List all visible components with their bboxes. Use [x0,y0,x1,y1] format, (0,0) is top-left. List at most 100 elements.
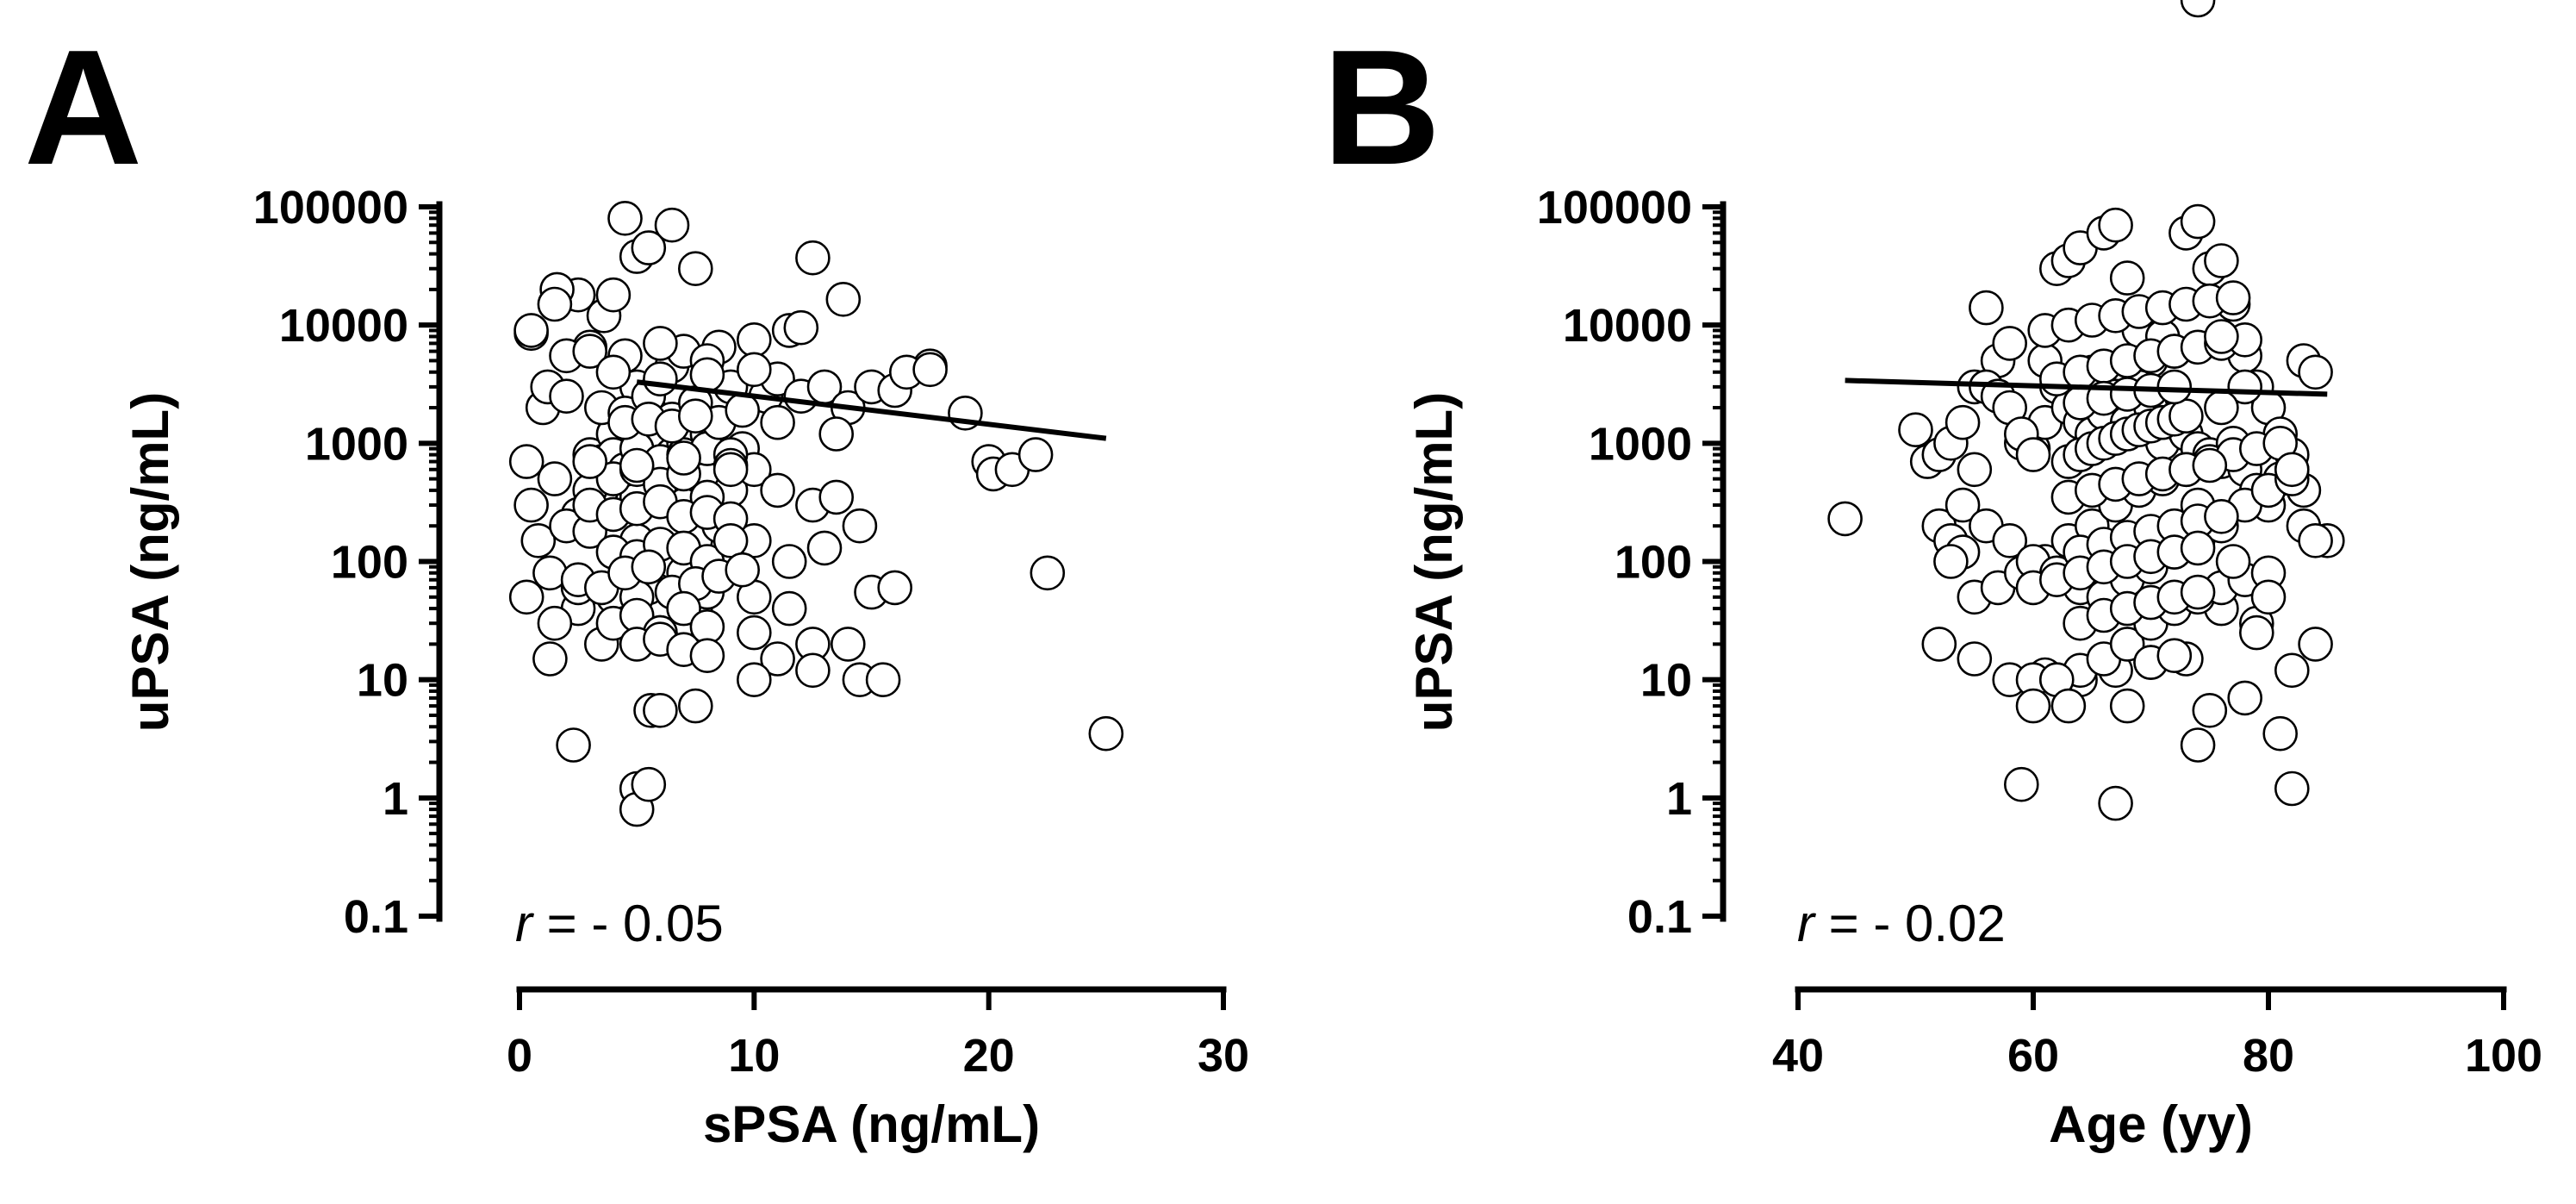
data-point [2227,369,2262,405]
data-point [2274,652,2310,689]
x-tick-label-a-0: 0 [507,1030,532,1082]
data-point [760,404,795,440]
data-point [1898,412,1933,448]
data-point [572,444,608,479]
data-point [877,570,912,606]
y-tick-label-a-4: 1000 [305,418,408,470]
data-point [2156,369,2193,405]
data-point [2204,498,2239,534]
data-point [513,487,549,523]
data-point [912,352,948,388]
data-point [631,549,667,585]
data-point [2192,447,2228,483]
data-point [643,326,678,361]
data-point [2298,522,2333,558]
data-point [1944,487,1981,523]
y-tick-label-a-2: 10 [357,655,408,707]
data-point [2109,260,2145,296]
y-tick-label-b-1: 1 [1666,773,1692,825]
correlation-symbol-b: r [1797,895,1816,952]
data-point [2180,727,2216,763]
data-point [513,313,549,348]
data-point [689,638,725,674]
data-point [736,662,772,698]
data-point [2180,574,2216,610]
correlation-annotation-a: r = - 0.05 [515,895,724,952]
y-tick-label-a-0: 0.1 [344,891,408,943]
correlation-value-a: = - 0.05 [532,895,724,952]
data-point [2298,627,2333,662]
data-point [725,392,761,428]
data-point [2180,0,2216,18]
data-point [806,530,843,566]
data-point [2215,544,2251,579]
x-tick-label-a-1: 10 [728,1030,780,1082]
data-point [2156,638,2193,674]
data-point [595,277,632,313]
x-tick-label-a-3: 30 [1198,1030,1249,1082]
x-tick-label-b-3: 100 [2465,1030,2542,1082]
data-point [677,688,713,724]
y-tick-label-b-4: 1000 [1589,418,1692,470]
data-point [1017,437,1054,472]
data-point [760,641,795,677]
data-point [1030,555,1066,591]
data-point [537,286,573,322]
data-point [643,692,678,728]
data-point [2274,452,2310,488]
data-point [2098,207,2133,243]
trend-line-a [636,379,1107,441]
y-tick-label-b-6: 100000 [1537,182,1692,234]
data-point [2262,715,2298,752]
data-point [2004,766,2039,802]
data-point [771,544,807,579]
y-axis-title-a: uPSA (ng/mL) [121,392,179,732]
data-point [1933,544,1969,579]
x-axis-title-a: sPSA (ng/mL) [703,1095,1040,1153]
data-point [607,201,643,236]
data-point [1088,715,1124,752]
x-axis-title-b: Age (yy) [2049,1095,2253,1153]
data-point [572,334,608,369]
data-point [2204,390,2239,426]
data-point [508,444,544,479]
x-tick-label-a-2: 20 [963,1030,1015,1082]
data-point [1944,404,1981,440]
data-point [1921,627,1957,662]
data-point [2298,354,2333,390]
panel-b-letter: B [1322,16,1440,199]
y-tick-label-b-2: 10 [1640,655,1692,707]
data-point [2050,688,2087,724]
data-point [1969,290,2004,326]
data-point [760,472,795,508]
y-tick-label-a-6: 100000 [253,182,408,234]
data-point [556,727,591,763]
y-tick-label-b-5: 10000 [1563,300,1692,352]
data-point [532,641,568,677]
data-point [520,522,557,558]
data-point [2274,770,2310,807]
data-point [818,416,855,452]
data-point [2168,398,2204,434]
correlation-value-b: = - 0.02 [1814,895,2006,952]
data-point [619,447,655,483]
data-point [783,309,819,346]
data-point [736,352,772,388]
data-point [677,251,713,287]
data-point [2015,437,2051,472]
data-point [2109,627,2145,662]
correlation-symbol-a: r [515,895,534,952]
data-point [1957,452,1993,488]
data-point [508,579,544,615]
data-point [677,398,713,434]
data-point [2204,319,2239,354]
data-point [689,357,725,393]
data-point [537,605,573,641]
data-point [631,766,667,802]
panel-a-letter: A [24,16,142,199]
data-point [825,281,862,317]
data-point [654,207,690,243]
data-point [2250,579,2287,615]
data-point [2204,243,2239,278]
data-point [1992,522,2027,558]
